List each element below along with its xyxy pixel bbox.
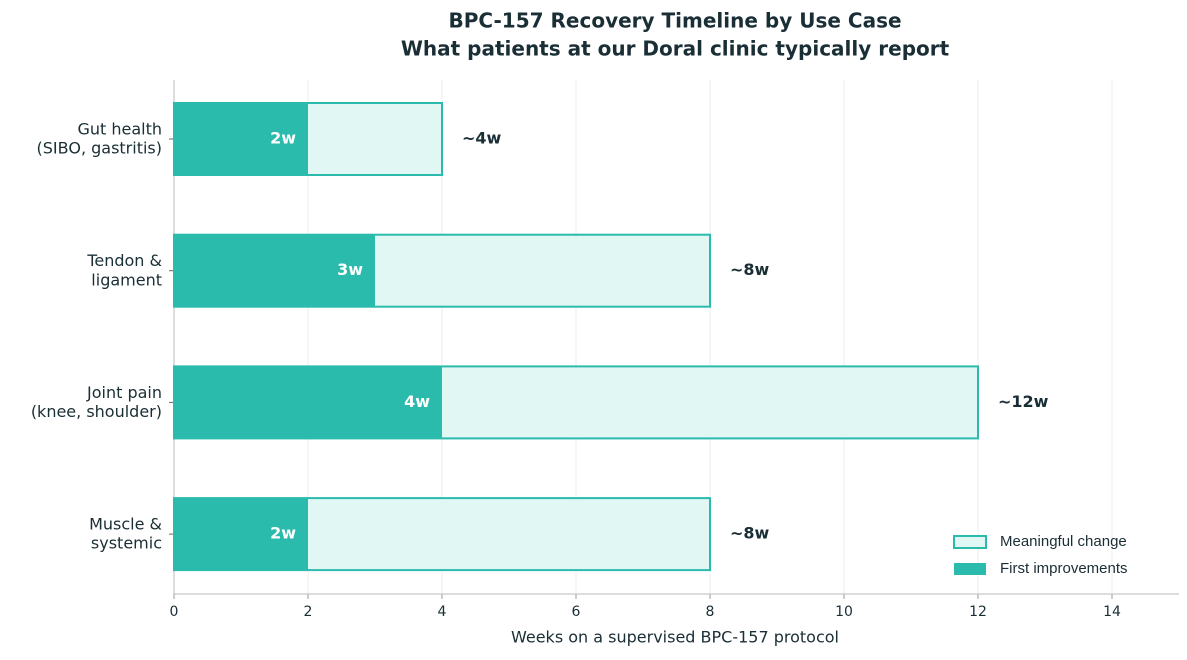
x-tick-label: 0 bbox=[170, 604, 179, 620]
x-tick-label: 6 bbox=[572, 604, 581, 620]
chart-title: BPC-157 Recovery Timeline by Use Case bbox=[448, 9, 901, 33]
value-label: ~8w bbox=[730, 260, 770, 279]
value-label: 3w bbox=[337, 260, 363, 279]
legend-swatch bbox=[953, 535, 987, 549]
value-label: 2w bbox=[270, 524, 296, 543]
x-tick-label: 10 bbox=[835, 604, 853, 620]
value-label: ~8w bbox=[730, 524, 770, 543]
bar bbox=[174, 103, 308, 175]
x-tick-label: 14 bbox=[1103, 604, 1121, 620]
x-axis-label: Weeks on a supervised BPC-157 protocol bbox=[511, 628, 839, 647]
y-tick-label: Gut health (SIBO, gastritis) bbox=[37, 119, 162, 157]
bar bbox=[174, 498, 308, 571]
bar bbox=[174, 366, 442, 439]
y-tick-label: Joint pain (knee, shoulder) bbox=[31, 382, 162, 420]
value-label: ~12w bbox=[998, 392, 1049, 411]
x-tick-label: 12 bbox=[969, 604, 987, 620]
value-label: ~4w bbox=[462, 129, 502, 148]
chart-subtitle: What patients at our Doral clinic typica… bbox=[401, 37, 950, 61]
x-tick-label: 4 bbox=[438, 604, 447, 620]
legend-swatch bbox=[954, 563, 986, 575]
value-label: 2w bbox=[270, 129, 296, 148]
x-tick-label: 2 bbox=[304, 604, 313, 620]
y-tick-label: Muscle & systemic bbox=[89, 514, 162, 552]
legend-label: Meaningful change bbox=[1000, 533, 1127, 550]
y-tick-label: Tendon & ligament bbox=[86, 251, 162, 289]
bar bbox=[174, 234, 375, 307]
x-tick-label: 8 bbox=[706, 604, 715, 620]
legend-label: First improvements bbox=[1000, 560, 1128, 577]
value-label: 4w bbox=[404, 392, 430, 411]
